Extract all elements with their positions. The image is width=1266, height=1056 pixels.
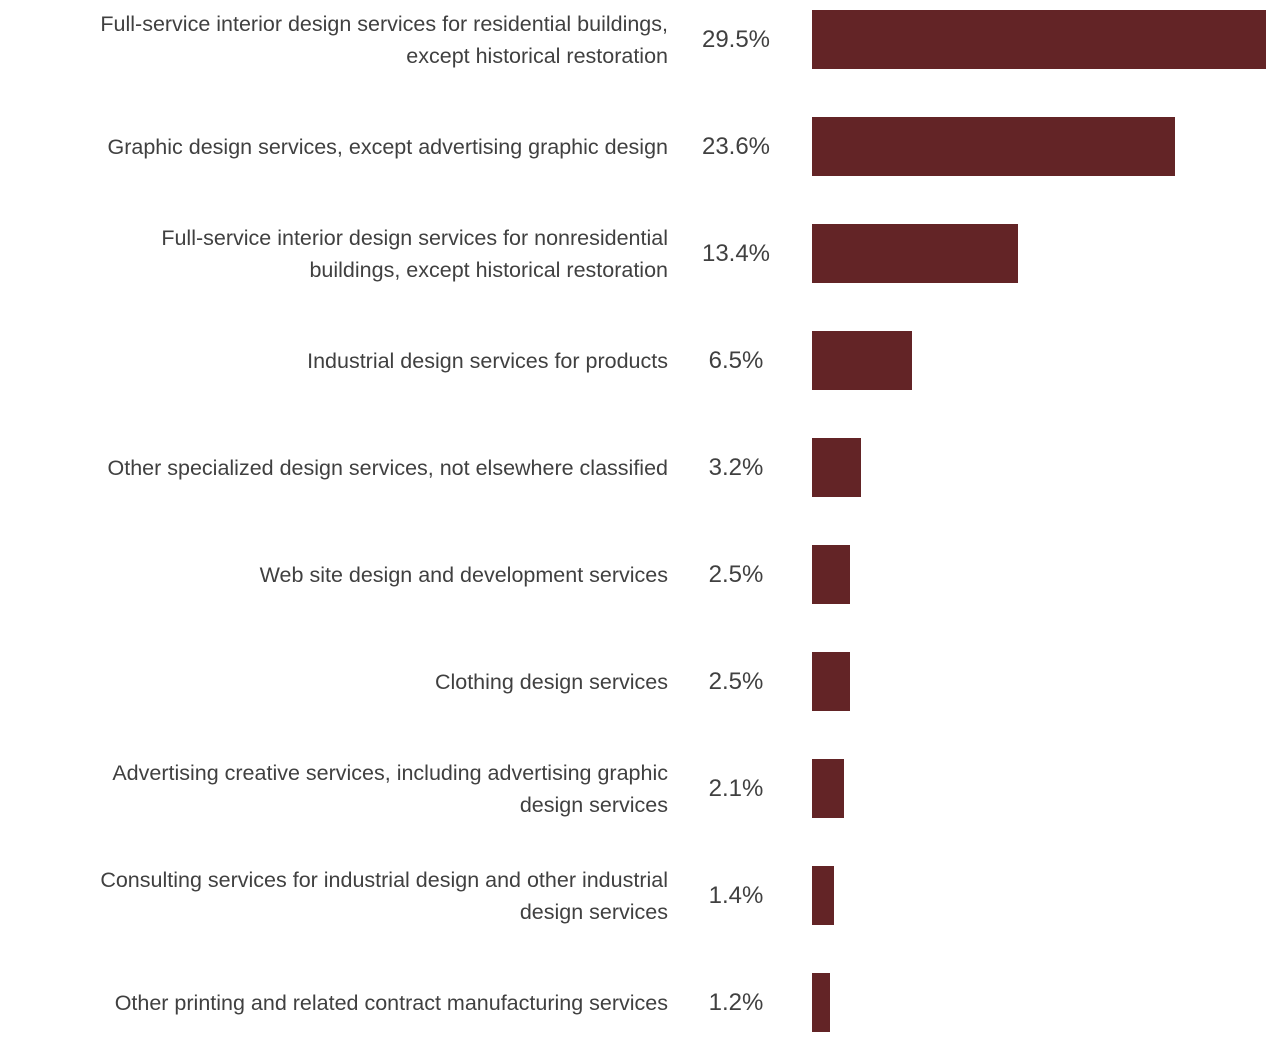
chart-row: Industrial design services for products 6… <box>0 307 1266 414</box>
chart-row: Full-service interior design services fo… <box>0 200 1266 307</box>
bar <box>812 866 834 925</box>
category-label-text: Advertising creative services, including… <box>112 760 668 817</box>
category-label: Industrial design services for products <box>0 307 668 414</box>
category-label: Clothing design services <box>0 628 668 735</box>
category-label: Graphic design services, except advertis… <box>0 93 669 200</box>
data-label: 1.4% <box>708 881 764 909</box>
bar <box>812 973 830 1032</box>
data-label: 29.5% <box>701 25 771 53</box>
bar <box>812 117 1175 176</box>
data-label: 2.1% <box>708 774 764 802</box>
bar <box>812 438 861 497</box>
data-label: 3.2% <box>708 453 764 481</box>
bar <box>812 652 850 711</box>
bar-chart: Full-service interior design services fo… <box>0 0 1266 1032</box>
category-label-text: Full-service interior design services fo… <box>100 11 668 68</box>
data-label: 1.2% <box>708 988 764 1016</box>
chart-row: Advertising creative services, including… <box>0 735 1266 842</box>
category-label: Web site design and development services <box>0 521 668 628</box>
category-label: Consulting services for industrial desig… <box>0 842 668 949</box>
category-label-text: Graphic design services, except advertis… <box>107 134 669 159</box>
chart-row: Full-service interior design services fo… <box>0 0 1266 93</box>
category-label: Full-service interior design services fo… <box>0 200 668 307</box>
chart-row: Web site design and development services… <box>0 521 1266 628</box>
chart-row: Other printing and related contract manu… <box>0 949 1266 1056</box>
bar <box>812 10 1266 69</box>
category-label: Other specialized design services, not e… <box>0 414 668 521</box>
category-label-text: Other printing and related contract manu… <box>114 990 668 1015</box>
bar <box>812 224 1018 283</box>
bar <box>812 759 844 818</box>
data-label: 2.5% <box>708 560 764 588</box>
data-label: 6.5% <box>708 346 764 374</box>
category-label-text: Web site design and development services <box>259 562 668 587</box>
category-label: Other printing and related contract manu… <box>0 949 668 1056</box>
chart-row: Clothing design services 2.5% <box>0 628 1266 735</box>
category-label-text: Clothing design services <box>434 669 668 694</box>
chart-row: Consulting services for industrial desig… <box>0 842 1266 949</box>
chart-row: Other specialized design services, not e… <box>0 414 1266 521</box>
data-label: 2.5% <box>708 667 764 695</box>
bar <box>812 331 912 390</box>
category-label-text: Consulting services for industrial desig… <box>100 867 668 924</box>
category-label: Advertising creative services, including… <box>0 735 668 842</box>
category-label: Full-service interior design services fo… <box>0 0 668 93</box>
data-label: 13.4% <box>701 239 771 267</box>
data-label: 23.6% <box>701 132 771 160</box>
bar <box>812 545 850 604</box>
category-label-text: Other specialized design services, not e… <box>107 455 668 480</box>
chart-row: Graphic design services, except advertis… <box>0 93 1266 200</box>
category-label-text: Industrial design services for products <box>307 348 668 373</box>
category-label-text: Full-service interior design services fo… <box>161 225 668 282</box>
